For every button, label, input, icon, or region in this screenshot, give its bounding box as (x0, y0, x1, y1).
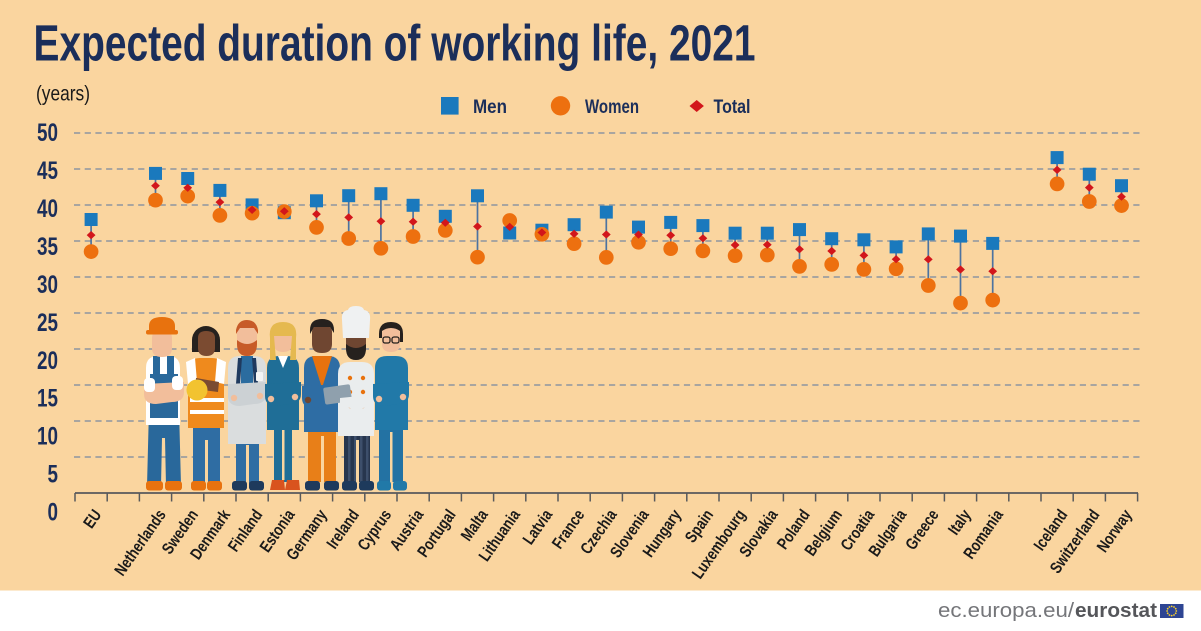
svg-text:0: 0 (48, 499, 59, 527)
svg-text:40: 40 (37, 195, 58, 223)
svg-text:ec.europa.eu/: ec.europa.eu/ (938, 599, 1074, 622)
svg-text:15: 15 (37, 385, 58, 413)
svg-text:10: 10 (37, 423, 58, 451)
svg-text:50: 50 (37, 119, 58, 147)
svg-text:5: 5 (48, 461, 59, 489)
svg-text:Total: Total (714, 97, 751, 118)
svg-text:eurostat: eurostat (1075, 599, 1157, 622)
svg-text:Expected duration of working l: Expected duration of working life, 2021 (34, 15, 756, 72)
svg-text:30: 30 (37, 271, 58, 299)
svg-text:20: 20 (37, 347, 58, 375)
svg-text:35: 35 (37, 233, 58, 261)
svg-text:(years): (years) (36, 83, 90, 106)
svg-text:25: 25 (37, 309, 58, 337)
svg-text:Women: Women (585, 97, 639, 118)
svg-text:Men: Men (473, 97, 507, 118)
svg-text:45: 45 (37, 157, 58, 185)
